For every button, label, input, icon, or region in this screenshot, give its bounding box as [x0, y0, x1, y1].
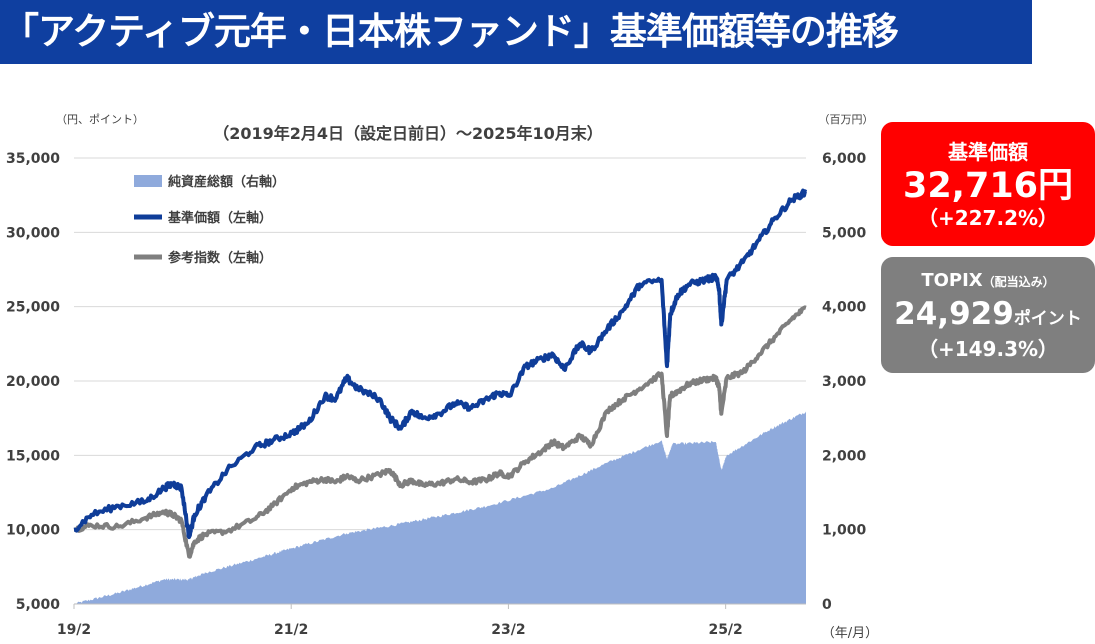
topix-line — [73, 305, 807, 559]
topix-badge-label-row: TOPIX（配当込み） — [881, 269, 1095, 294]
right-axis-unit: （百万円） — [819, 113, 874, 126]
topix-badge-change: （+149.3%） — [917, 337, 1059, 361]
left-tick-label: 25,000 — [6, 300, 60, 316]
right-tick-label: 1,000 — [822, 523, 867, 539]
right-tick-label: 4,000 — [822, 300, 867, 316]
axis-layer: 35,000 30,000 25,000 20,000 15,000 10,000 5,00… — [6, 151, 867, 638]
x-tick-label: 21/2 — [274, 622, 308, 638]
left-tick-label: 35,000 — [6, 151, 60, 167]
left-tick-label: 15,000 — [6, 448, 60, 464]
right-tick-label: 2,000 — [822, 448, 867, 464]
legend-label: 純資産総額（右軸） — [168, 174, 285, 190]
left-tick-label: 30,000 — [6, 225, 60, 241]
x-tick-label: 19/2 — [57, 622, 91, 638]
topix-badge: TOPIX（配当込み） 24,929ポイント （+149.3%） — [881, 257, 1095, 373]
left-axis-unit: （円、ポイント） — [56, 113, 144, 126]
right-tick-label: 5,000 — [822, 225, 867, 241]
left-tick-label: 10,000 — [6, 523, 60, 539]
net-assets-area-layer — [74, 411, 806, 604]
legend-swatch-area — [134, 175, 162, 187]
nav-badge-label: 基準価額 — [948, 140, 1028, 164]
x-tick-label: 25/2 — [708, 622, 742, 638]
topix-badge-unit: ポイント — [1013, 309, 1082, 329]
x-tick-label: 23/2 — [491, 622, 525, 638]
line-layer — [73, 188, 808, 559]
topix-badge-value-row: 24,929ポイント — [881, 296, 1095, 337]
nav-badge-change: （+227.2%） — [917, 206, 1059, 230]
chart-title: 「アクティブ元年・日本株ファンド」基準価額等の推移 — [2, 10, 899, 53]
chart-title-bar: 「アクティブ元年・日本株ファンド」基準価額等の推移 — [0, 0, 1032, 64]
left-tick-label: 20,000 — [6, 374, 60, 390]
topix-badge-label-note: （配当込み） — [982, 275, 1055, 289]
right-tick-label: 0 — [822, 597, 832, 613]
right-tick-label: 6,000 — [822, 151, 867, 167]
nav-badge: 基準価額 32,716円 （+227.2%） — [881, 122, 1095, 246]
nav-line — [73, 188, 808, 540]
legend-label: 参考指数（左軸） — [168, 250, 272, 266]
topix-badge-label: TOPIX — [921, 270, 983, 291]
legend-label: 基準価額（左軸） — [167, 210, 272, 226]
legend: 純資産総額（右軸） 基準価額（左軸） 参考指数（左軸） — [134, 174, 285, 266]
right-tick-label: 3,000 — [822, 374, 867, 390]
net-assets-area — [74, 411, 806, 604]
topix-badge-value: 24,929 — [894, 296, 1014, 332]
chart-subtitle: （2019年2月4日（設定日前日）～2025年10月末） — [213, 124, 603, 143]
nav-badge-value: 32,716円 — [902, 166, 1074, 206]
left-tick-label: 5,000 — [16, 597, 61, 613]
x-axis-unit: （年/月） — [822, 626, 878, 641]
